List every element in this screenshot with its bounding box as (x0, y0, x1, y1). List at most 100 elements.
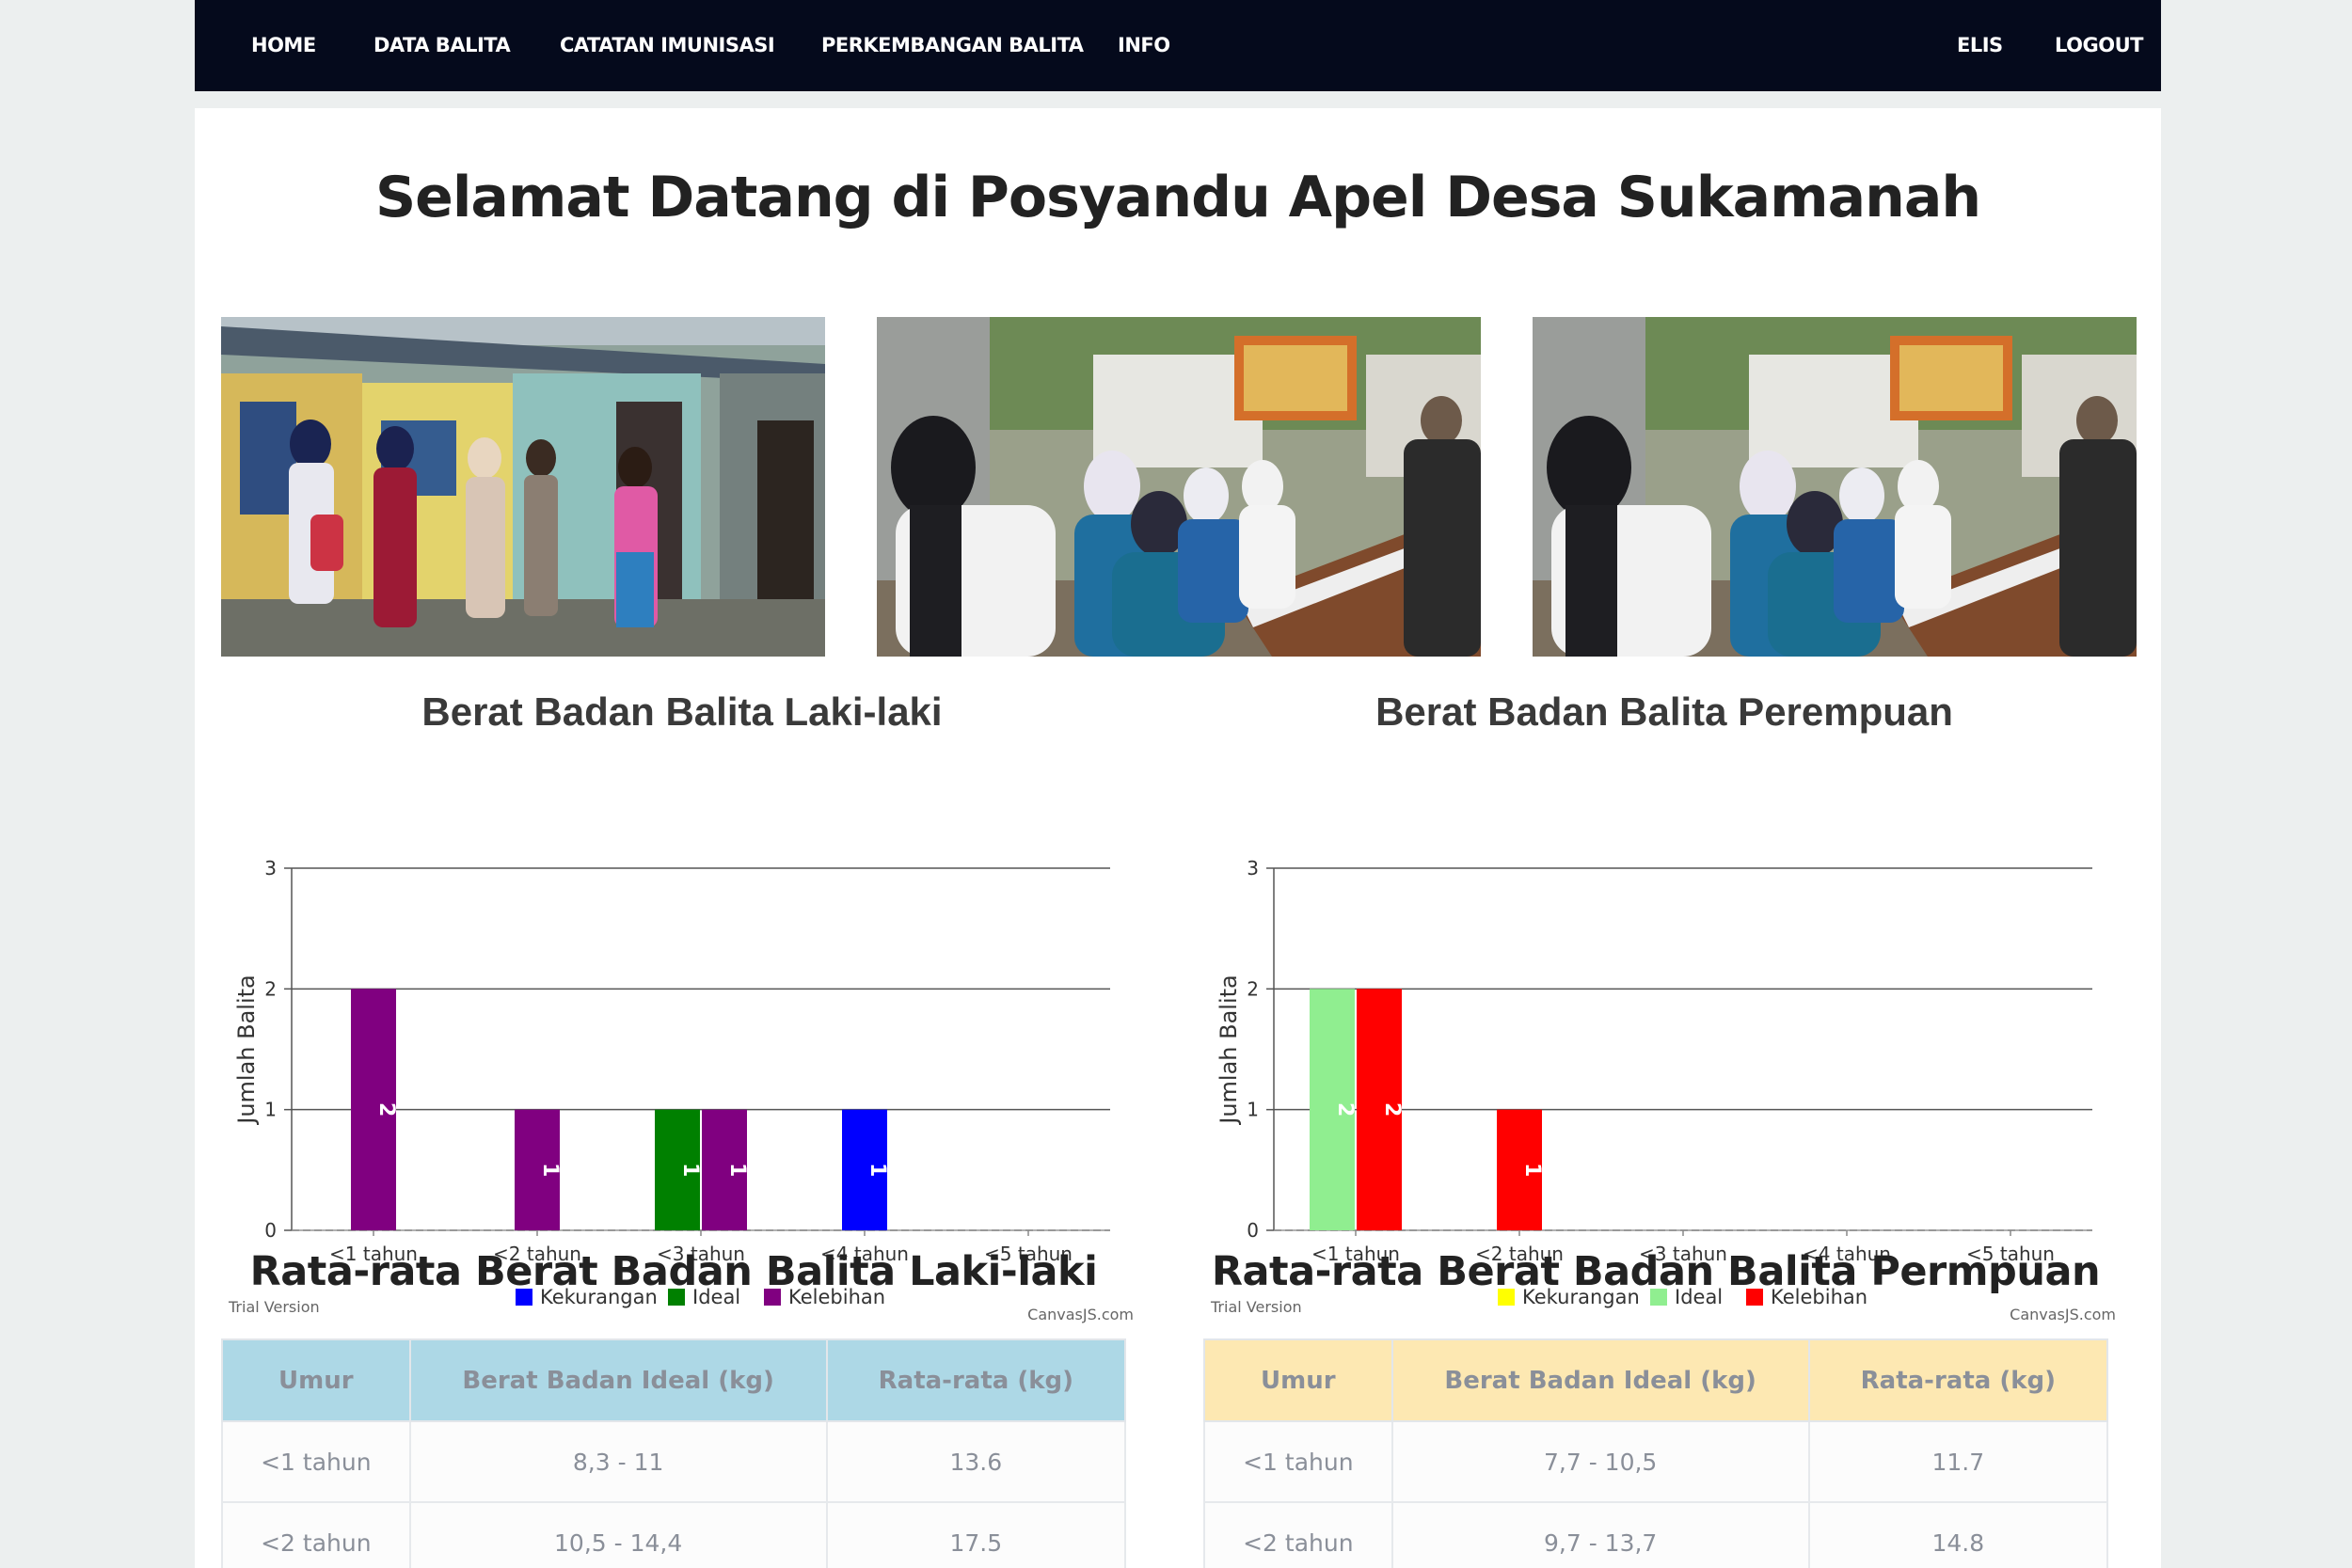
watermark-canvasjs: CanvasJS.com (2010, 1306, 2116, 1323)
cell-berat-ideal: 9,7 - 13,7 (1391, 1501, 1810, 1568)
watermark-trial: Trial Version (1210, 1298, 1302, 1316)
posyandu-photo-2 (877, 317, 1481, 657)
cell-rata-rata: 17.5 (825, 1501, 1127, 1568)
y-tick-label: 2 (264, 977, 277, 1000)
col-berat-ideal: Berat Badan Ideal (kg) (408, 1338, 828, 1422)
x-tick-label: <2 tahun (1475, 1243, 1564, 1265)
watermark-canvasjs: CanvasJS.com (1027, 1306, 1134, 1323)
legend-swatch (1650, 1289, 1667, 1306)
bar (1357, 989, 1402, 1230)
col-rata-rata: Rata-rata (kg) (1807, 1338, 2109, 1422)
nav-data-balita-link[interactable]: DATA BALITA (373, 34, 511, 56)
table-header-row: Umur Berat Badan Ideal (kg) Rata-rata (k… (1203, 1338, 2109, 1422)
bar (655, 1109, 700, 1230)
x-tick-label: <3 tahun (1639, 1243, 1727, 1265)
legend-swatch (764, 1289, 781, 1306)
chart-male-title: Berat Badan Balita Laki-laki (421, 689, 943, 734)
nav-home-link[interactable]: HOME (251, 34, 316, 56)
cell-rata-rata: 13.6 (825, 1420, 1127, 1503)
y-tick-label: 2 (1247, 977, 1259, 1000)
cell-berat-ideal: 10,5 - 14,4 (408, 1501, 828, 1568)
cell-umur: <1 tahun (1203, 1420, 1393, 1503)
bar-data-label: 1 (538, 1163, 562, 1177)
legend-label: Ideal (692, 1286, 740, 1308)
cell-rata-rata: 14.8 (1807, 1501, 2109, 1568)
bar-data-label: 1 (725, 1163, 749, 1177)
x-tick-label: <4 tahun (820, 1243, 909, 1265)
col-berat-ideal: Berat Badan Ideal (kg) (1391, 1338, 1810, 1422)
avg-female-title: Rata-rata Berat Badan Balita Permpuan (1211, 1248, 2101, 1295)
nav-catatan-imunisasi-link[interactable]: CATATAN IMUNISASI (560, 34, 775, 56)
nav-user-link[interactable]: ELIS (1957, 34, 2003, 56)
bar-data-label: 1 (678, 1163, 702, 1177)
legend-swatch (1498, 1289, 1515, 1306)
bar (702, 1109, 747, 1230)
content-card: Selamat Datang di Posyandu Apel Desa Suk… (195, 108, 2161, 1568)
x-tick-label: <2 tahun (493, 1243, 581, 1265)
table-row: <1 tahun 8,3 - 11 13.6 (221, 1420, 1127, 1503)
nav-logout-link[interactable]: LOGOUT (2055, 34, 2143, 56)
bar (515, 1109, 560, 1230)
posyandu-photo-1 (221, 317, 825, 657)
table-header-row: Umur Berat Badan Ideal (kg) Rata-rata (k… (221, 1338, 1127, 1422)
nav-info-link[interactable]: INFO (1118, 34, 1170, 56)
cell-rata-rata: 11.7 (1807, 1420, 2109, 1503)
y-tick-label: 1 (1247, 1099, 1259, 1121)
cell-berat-ideal: 8,3 - 11 (408, 1420, 828, 1503)
col-umur: Umur (221, 1338, 411, 1422)
y-tick-label: 3 (264, 857, 277, 879)
y-tick-label: 0 (1247, 1219, 1259, 1242)
legend-label: Kelebihan (788, 1286, 885, 1308)
x-tick-label: <4 tahun (1803, 1243, 1891, 1265)
y-tick-label: 1 (264, 1099, 277, 1121)
table-row: <1 tahun 7,7 - 10,5 11.7 (1203, 1420, 2109, 1503)
cell-umur: <2 tahun (221, 1501, 411, 1568)
legend-swatch (516, 1289, 532, 1306)
watermark-trial: Trial Version (228, 1298, 320, 1316)
legend-swatch (668, 1289, 685, 1306)
page-title: Selamat Datang di Posyandu Apel Desa Suk… (374, 165, 1981, 230)
legend-label: Kekurangan (540, 1286, 658, 1308)
legend-label: Kekurangan (1522, 1286, 1640, 1308)
bar (1310, 989, 1355, 1230)
cell-umur: <2 tahun (1203, 1501, 1393, 1568)
chart-male-weight: Berat Badan Balita Laki-laki 0 1 2 3 Jumlah … (221, 689, 1143, 1329)
chart-male-canvas: 0 1 2 3 Jumlah Balita <1 tahun 2 <2 tahun 1 <3 ta… (228, 857, 1134, 1323)
y-axis-label: Jumlah Balita (1216, 974, 1242, 1126)
legend-label: Ideal (1675, 1286, 1723, 1308)
chart-female-weight: Berat Badan Balita Perempuan 0 1 2 3 Jumlah … (1203, 689, 2125, 1329)
x-tick-label: <5 tahun (1966, 1243, 2055, 1265)
bar-data-label: 2 (1333, 1102, 1357, 1117)
bar-data-label: 2 (1380, 1102, 1404, 1117)
avg-male-title: Rata-rata Berat Badan Balita Laki-laki (249, 1248, 1098, 1295)
x-tick-label: <1 tahun (329, 1243, 418, 1265)
bar (351, 989, 396, 1230)
x-tick-label: <5 tahun (984, 1243, 1073, 1265)
avg-male-table: Umur Berat Badan Ideal (kg) Rata-rata (k… (221, 1338, 1127, 1568)
y-axis-label: Jumlah Balita (233, 974, 260, 1126)
nav-perkembangan-balita-link[interactable]: PERKEMBANGAN BALITA (821, 34, 1084, 56)
page: HOME DATA BALITA CATATAN IMUNISASI PERKE… (195, 0, 2161, 1568)
y-tick-label: 0 (264, 1219, 277, 1242)
x-tick-label: <3 tahun (657, 1243, 745, 1265)
table-row: <2 tahun 10,5 - 14,4 17.5 (221, 1501, 1127, 1568)
y-tick-label: 3 (1247, 857, 1259, 879)
x-tick-label: <1 tahun (1311, 1243, 1400, 1265)
table-row: <2 tahun 9,7 - 13,7 14.8 (1203, 1501, 2109, 1568)
chart-female-title: Berat Badan Balita Perempuan (1375, 689, 1953, 734)
avg-female-table: Umur Berat Badan Ideal (kg) Rata-rata (k… (1203, 1338, 2109, 1568)
navbar: HOME DATA BALITA CATATAN IMUNISASI PERKE… (195, 0, 2161, 91)
bar (1497, 1109, 1542, 1230)
bar-data-label: 1 (866, 1163, 889, 1177)
legend-label: Kelebihan (1771, 1286, 1867, 1308)
chart-female-canvas: 0 1 2 3 Jumlah Balita <1 tahun 2 2 <2 tahun 1 <3 t… (1210, 857, 2116, 1323)
col-umur: Umur (1203, 1338, 1393, 1422)
legend-swatch (1746, 1289, 1763, 1306)
posyandu-photo-3 (1533, 317, 2137, 657)
bar-data-label: 2 (374, 1102, 398, 1117)
cell-berat-ideal: 7,7 - 10,5 (1391, 1420, 1810, 1503)
bar (842, 1109, 887, 1230)
cell-umur: <1 tahun (221, 1420, 411, 1503)
col-rata-rata: Rata-rata (kg) (825, 1338, 1127, 1422)
bar-data-label: 1 (1520, 1163, 1544, 1177)
